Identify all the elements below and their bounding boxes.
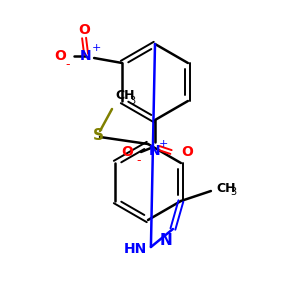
Text: O: O <box>78 23 90 37</box>
Text: O: O <box>181 145 193 159</box>
Text: -: - <box>66 58 70 71</box>
Text: +: + <box>158 139 168 149</box>
Text: O: O <box>54 49 66 63</box>
Text: N: N <box>160 233 172 248</box>
Text: CH: CH <box>115 89 134 102</box>
Text: S: S <box>92 128 104 142</box>
Text: 3: 3 <box>230 187 236 197</box>
Text: -: - <box>137 154 141 167</box>
Text: N: N <box>149 144 161 158</box>
Text: O: O <box>121 145 133 159</box>
Text: HN: HN <box>124 242 147 256</box>
Text: +: + <box>92 43 101 53</box>
Text: N: N <box>80 49 91 63</box>
Text: CH: CH <box>216 182 236 194</box>
Text: 3: 3 <box>129 96 135 106</box>
